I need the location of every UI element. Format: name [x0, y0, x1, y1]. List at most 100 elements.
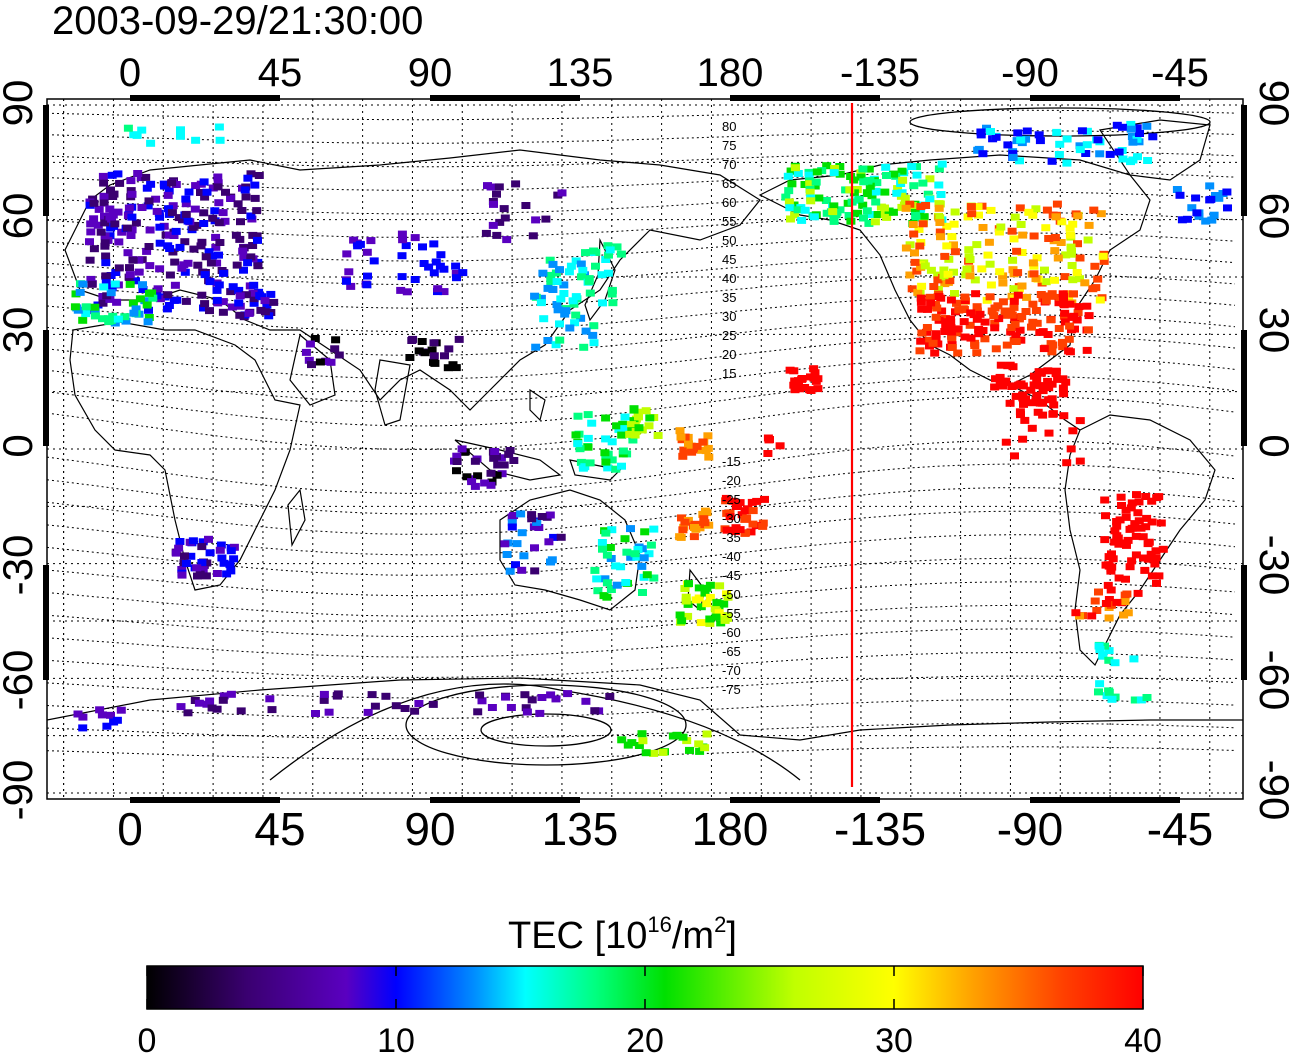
tec-pixel — [332, 692, 342, 700]
tec-pixel — [527, 515, 537, 523]
tec-pixel — [1032, 254, 1042, 262]
tec-pixel — [1127, 133, 1137, 140]
tec-pixel — [1047, 348, 1057, 356]
tec-pixel — [1009, 297, 1019, 305]
tec-pixel — [266, 290, 276, 298]
tec-pixel — [475, 691, 485, 699]
tec-pixel — [402, 288, 412, 296]
tec-pixel — [1116, 493, 1126, 501]
tec-pixel — [990, 324, 1000, 332]
tec-pixel — [108, 211, 118, 219]
tec-pixel — [528, 232, 538, 240]
tec-pixel — [952, 329, 962, 337]
tec-pixel — [911, 212, 921, 219]
tec-pixel — [966, 309, 976, 317]
tec-pixel — [494, 183, 504, 191]
tec-pixel — [612, 422, 622, 430]
tec-pixel — [1120, 598, 1130, 606]
tec-pixel — [637, 730, 647, 738]
tec-pixel — [570, 319, 580, 327]
tec-pixel — [1021, 308, 1031, 315]
tec-pixel — [78, 713, 88, 721]
tec-pixel — [1222, 188, 1232, 196]
tec-pixel — [590, 707, 600, 715]
tec-pixel — [644, 422, 654, 430]
tec-pixel — [612, 581, 622, 589]
tec-pixel — [933, 285, 943, 293]
tec-pixel — [1036, 291, 1046, 298]
tec-pixel — [1057, 218, 1067, 226]
tec-pixel — [934, 293, 944, 300]
tec-pixel — [705, 615, 715, 623]
tec-pixel — [143, 202, 153, 210]
tec-pixel — [913, 288, 923, 296]
tec-pixel — [692, 442, 702, 450]
tec-pixel — [236, 218, 245, 226]
contour-label: -35 — [722, 530, 741, 545]
lon-tick-bottom: -45 — [1147, 803, 1213, 855]
tec-pixel — [862, 189, 872, 197]
tec-pixel — [1046, 316, 1056, 324]
lat-tick-right: -90 — [1251, 760, 1292, 821]
tec-pixel — [1060, 318, 1070, 326]
tec-pixel — [822, 162, 832, 170]
tec-pixel — [137, 126, 147, 134]
tec-pixel — [897, 167, 907, 175]
tec-pixel — [89, 245, 99, 253]
tec-pixel — [797, 375, 807, 383]
tec-pixel — [991, 345, 1001, 353]
tec-pixel — [144, 289, 154, 297]
lon-tick-top: 180 — [697, 51, 764, 95]
tec-pixel — [625, 430, 635, 438]
tec-pixel — [1075, 254, 1085, 262]
tec-pixel — [1038, 387, 1048, 395]
tec-pixel — [1018, 231, 1028, 239]
tec-pixel — [269, 298, 279, 306]
tec-pixel — [1083, 326, 1093, 334]
tec-pixel — [204, 535, 213, 543]
tec-pixel — [916, 263, 926, 271]
colorbar-tick-label: 0 — [138, 1022, 157, 1057]
tec-pixel — [602, 579, 612, 587]
tec-pixel — [584, 277, 594, 285]
tec-pixel — [996, 223, 1006, 231]
tec-pixel — [436, 251, 446, 259]
tec-pixel — [870, 188, 880, 196]
tec-pixel — [168, 202, 178, 210]
tec-pixel — [400, 705, 410, 712]
tec-pixel — [950, 248, 960, 256]
tec-pixel — [146, 139, 156, 147]
tec-pixel — [1050, 276, 1059, 284]
tec-pixel — [1016, 336, 1026, 344]
tec-pixel — [176, 132, 185, 140]
tec-pixel — [611, 465, 621, 473]
tec-pixel — [1007, 227, 1017, 235]
tec-pixel — [1011, 332, 1021, 340]
tec-pixel — [950, 208, 960, 216]
tec-pixel — [862, 207, 872, 215]
tec-pixel — [629, 406, 639, 414]
tec-pixel — [1151, 547, 1161, 555]
tec-pixel — [1028, 300, 1038, 308]
tec-pixel — [424, 263, 434, 271]
tec-pixel — [994, 228, 1004, 236]
tec-pixel — [1054, 299, 1064, 307]
tec-pixel — [125, 271, 135, 279]
contour-label: -55 — [722, 606, 741, 621]
tec-pixel — [641, 407, 651, 415]
tec-pixel — [110, 220, 120, 228]
tec-pixel — [214, 199, 224, 207]
tec-pixel — [1125, 525, 1135, 533]
tec-pixel — [249, 281, 259, 289]
tec-pixel — [120, 313, 130, 321]
tec-pixel — [800, 181, 810, 188]
tec-pixel — [589, 247, 599, 255]
tec-pixel — [678, 452, 688, 460]
tec-pixel — [100, 232, 110, 240]
tec-pixel — [614, 425, 624, 433]
tec-pixel — [165, 271, 175, 279]
tec-pixel — [401, 242, 411, 250]
tec-pixel — [90, 307, 100, 315]
tec-pixel — [900, 194, 910, 202]
tec-pixel — [537, 513, 547, 520]
